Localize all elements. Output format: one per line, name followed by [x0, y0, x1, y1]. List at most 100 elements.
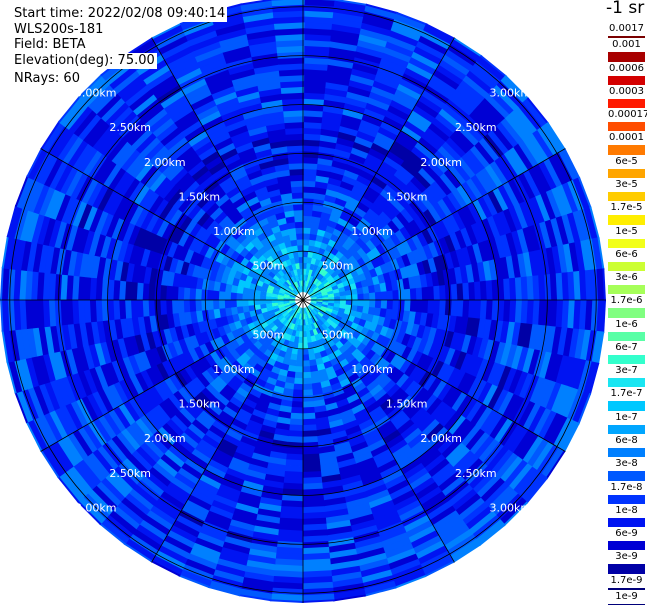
ppi-bin: [321, 314, 329, 322]
ppi-bin: [293, 281, 298, 289]
ppi-bin: [239, 381, 253, 394]
ppi-bin: [360, 263, 370, 274]
ppi-bin: [244, 424, 261, 437]
ppi-bin: [381, 52, 411, 69]
ppi-bin: [446, 388, 463, 410]
ppi-bin: [421, 394, 438, 413]
ppi-bin: [372, 80, 399, 96]
ppi-bin: [495, 493, 523, 521]
ppi-bin: [224, 352, 237, 365]
ppi-bin: [359, 119, 382, 133]
ppi-bin: [302, 476, 323, 485]
ppi-bin: [309, 292, 316, 297]
ppi-bin: [332, 306, 340, 312]
ppi-bin: [303, 51, 331, 60]
ppi-bin: [379, 263, 390, 275]
ppi-bin: [218, 299, 226, 309]
ppi-bin: [519, 201, 535, 229]
ppi-bin: [498, 421, 519, 448]
ppi-bin: [455, 333, 466, 353]
ppi-bin: [470, 174, 489, 198]
ppi-bin: [327, 413, 342, 423]
ppi-bin: [87, 120, 111, 148]
ppi-bin: [294, 312, 299, 320]
ppi-bin: [270, 277, 278, 285]
ppi-bin: [406, 348, 418, 364]
ppi-bin: [430, 401, 448, 421]
ppi-bin: [394, 575, 427, 589]
ppi-bin: [243, 338, 254, 349]
ppi-bin: [385, 41, 415, 58]
ppi-bin: [321, 479, 343, 490]
ppi-bin: [274, 27, 305, 36]
ppi-bin: [178, 406, 196, 424]
ppi-bin: [266, 213, 278, 224]
ppi-bin: [357, 462, 378, 476]
azimuth-spoke: [302, 37, 455, 301]
ppi-bin: [359, 391, 374, 404]
ppi-bin: [419, 273, 428, 289]
ppi-bin: [371, 176, 388, 190]
ppi-bin: [235, 386, 250, 399]
ppi-bin: [494, 157, 514, 183]
ppi-bin: [44, 188, 61, 218]
ppi-bin: [527, 405, 547, 435]
ppi-bin: [297, 286, 301, 293]
ppi-bin: [301, 576, 333, 584]
ppi-bin: [236, 408, 253, 421]
ppi-bin: [330, 29, 361, 41]
ppi-bin: [418, 94, 444, 115]
ppi-bin: [218, 371, 232, 385]
ppi-bin: [421, 132, 443, 152]
ppi-bin: [388, 439, 408, 455]
colorbar-tick-label: 0.0006: [608, 61, 645, 76]
ppi-bin: [374, 215, 388, 229]
ppi-bin: [438, 237, 451, 255]
ppi-bin: [139, 414, 158, 436]
ppi-bin: [348, 79, 374, 93]
ppi-bin: [49, 245, 61, 274]
ppi-bin: [479, 477, 506, 504]
ppi-bin: [189, 35, 221, 52]
ppi-bin: [405, 264, 415, 279]
ppi-bin: [439, 285, 447, 301]
ppi-bin: [529, 376, 546, 405]
ppi-bin: [345, 304, 353, 311]
ppi-bin: [476, 220, 490, 243]
ppi-bin: [334, 300, 341, 305]
ppi-bin: [86, 392, 104, 419]
ppi-bin: [108, 509, 137, 535]
ppi-bin: [302, 395, 314, 403]
ppi-bin: [252, 363, 264, 374]
ppi-bin: [40, 120, 61, 150]
ppi-bin: [355, 281, 363, 289]
ppi-bin: [339, 291, 347, 297]
ppi-bin: [303, 80, 328, 89]
ppi-bin: [356, 333, 367, 344]
ppi-bin: [83, 79, 111, 107]
ppi-bin: [234, 446, 254, 459]
ppi-bin: [479, 300, 488, 321]
ppi-bin: [363, 293, 370, 301]
ppi-bin: [200, 330, 211, 344]
ppi-bin: [288, 309, 294, 315]
ppi-bin: [321, 0, 337, 1]
ppi-bin: [363, 158, 382, 172]
ppi-bin: [279, 307, 287, 313]
ppi-bin: [182, 427, 202, 445]
ppi-bin: [289, 302, 296, 306]
ppi-bin: [499, 343, 512, 368]
ppi-bin: [472, 199, 488, 222]
ppi-bin: [314, 333, 321, 342]
ppi-bin: [401, 399, 419, 416]
ppi-bin: [413, 411, 432, 429]
ppi-bin: [61, 323, 72, 351]
ppi-bin: [206, 299, 214, 311]
ppi-bin: [301, 599, 335, 603]
ppi-bin: [332, 11, 365, 24]
ppi-bin: [231, 228, 244, 240]
ppi-bin: [258, 496, 282, 507]
ppi-bin: [456, 184, 474, 207]
ppi-bin: [443, 347, 456, 367]
ppi-bin: [351, 446, 371, 459]
